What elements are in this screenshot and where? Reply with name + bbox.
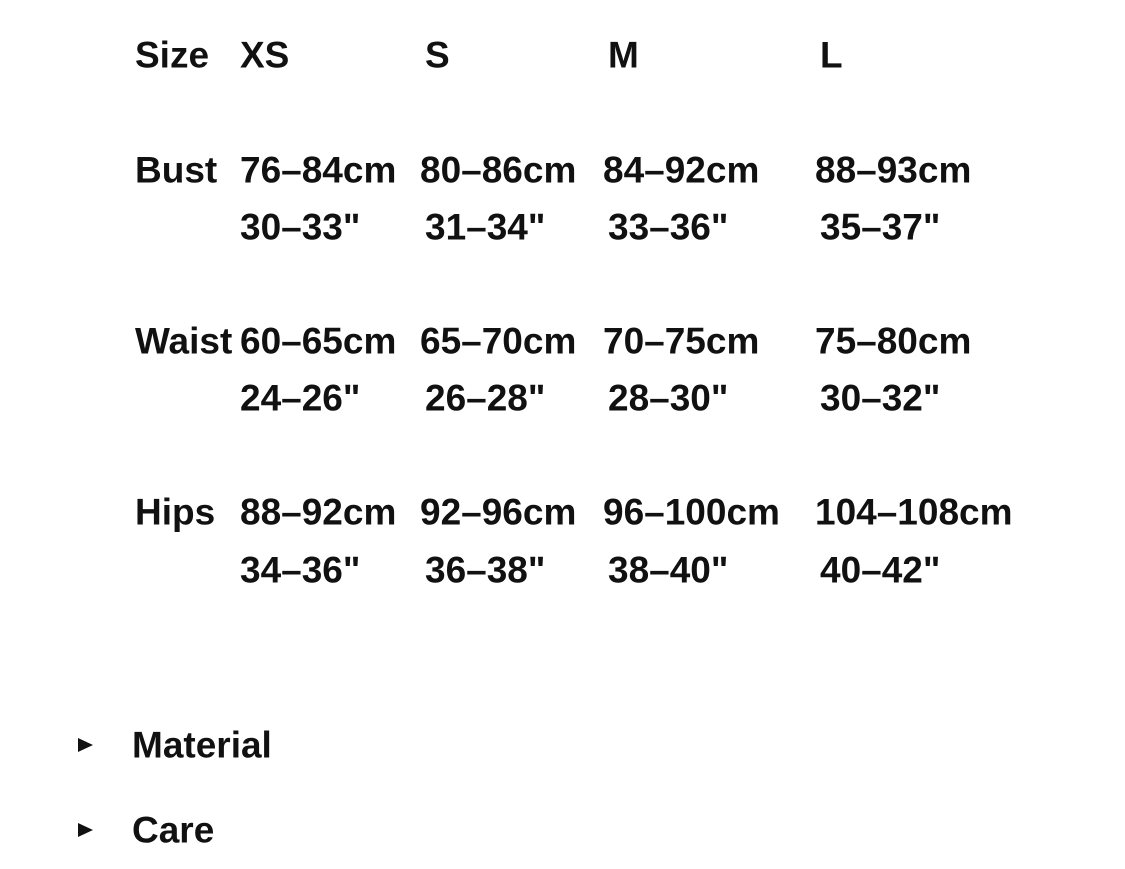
accordion-care[interactable]: Care	[0, 800, 400, 860]
cm-value: 70–75cm	[603, 320, 760, 362]
inch-value: 36–38"	[425, 549, 546, 591]
cm-value: 96–100cm	[603, 491, 780, 533]
inch-value: 38–40"	[608, 549, 729, 591]
cm-value: 80–86cm	[420, 149, 577, 191]
accordion-label: Care	[132, 809, 215, 851]
cm-value: 76–84cm	[240, 149, 397, 191]
row-label: Waist	[135, 320, 233, 362]
inch-value: 33–36"	[608, 206, 729, 248]
cm-value: 92–96cm	[420, 491, 577, 533]
inch-value: 31–34"	[425, 206, 546, 248]
cm-value: 60–65cm	[240, 320, 397, 362]
inch-value: 30–32"	[820, 377, 941, 419]
cm-value: 75–80cm	[815, 320, 972, 362]
accordion-material[interactable]: Material	[0, 715, 400, 775]
accordion-label: Material	[132, 724, 272, 766]
triangle-right-icon	[78, 823, 93, 837]
size-header: L	[820, 34, 843, 76]
inch-value: 30–33"	[240, 206, 361, 248]
row-label: Hips	[135, 491, 216, 533]
cm-value: 88–93cm	[815, 149, 972, 191]
cm-value: 84–92cm	[603, 149, 760, 191]
inch-value: 40–42"	[820, 549, 941, 591]
inch-value: 26–28"	[425, 377, 546, 419]
header-label: Size	[135, 34, 210, 76]
inch-value: 24–26"	[240, 377, 361, 419]
size-header: XS	[240, 34, 290, 76]
triangle-right-icon	[78, 738, 93, 752]
cm-value: 104–108cm	[815, 491, 1013, 533]
cm-value: 65–70cm	[420, 320, 577, 362]
size-header: M	[608, 34, 639, 76]
inch-value: 35–37"	[820, 206, 941, 248]
row-label: Bust	[135, 149, 218, 191]
size-header: S	[425, 34, 450, 76]
cm-value: 88–92cm	[240, 491, 397, 533]
inch-value: 34–36"	[240, 549, 361, 591]
inch-value: 28–30"	[608, 377, 729, 419]
